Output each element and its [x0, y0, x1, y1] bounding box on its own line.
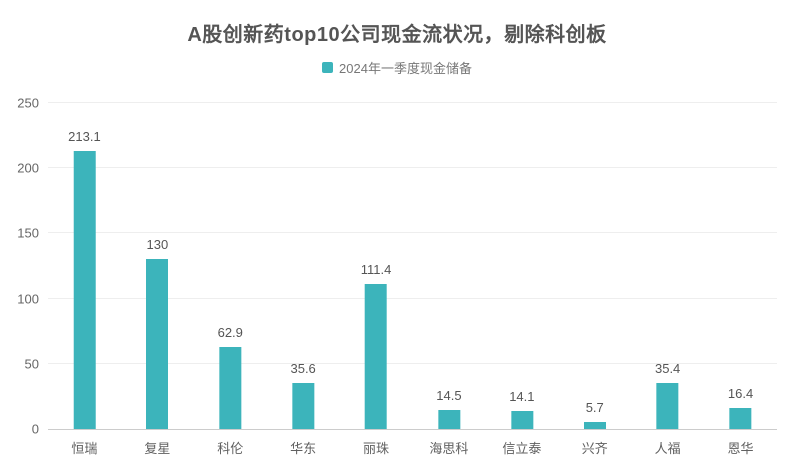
x-axis-category-label: 华东 [290, 441, 317, 456]
legend-item[interactable]: 2024年一季度现金储备 [0, 58, 794, 77]
x-axis-category-label: 信立泰 [502, 441, 542, 456]
bar [510, 410, 533, 429]
gridline [48, 297, 777, 299]
legend-marker-icon [322, 62, 334, 73]
bar-value-label: 130 [146, 237, 169, 253]
bar [292, 382, 315, 429]
bar-column: 35.4 [655, 361, 680, 429]
bar-column: 14.1 [509, 388, 535, 429]
y-axis-tick-label: 250 [17, 95, 39, 111]
bar [729, 407, 752, 429]
x-axis-category-label: 恩华 [727, 441, 754, 456]
bar-column: 130 [146, 237, 169, 429]
bar-column: 111.4 [360, 261, 392, 429]
bar-column: 62.9 [218, 325, 243, 429]
y-axis-tick-label: 100 [17, 291, 39, 307]
chart-title: A股创新药top10公司现金流状况，剔除科创板 [187, 24, 607, 46]
bar [365, 283, 388, 429]
bar-value-label: 14.1 [509, 388, 535, 404]
gridline [48, 102, 777, 103]
x-axis-category-label: 科伦 [217, 441, 244, 456]
bar-value-label: 35.6 [290, 360, 316, 376]
gridline [48, 232, 777, 234]
x-axis-category-label: 恒瑞 [71, 441, 98, 456]
x-axis-category-label: 人福 [654, 441, 681, 456]
bar-value-label: 213.1 [68, 129, 101, 145]
bar-value-label: 5.7 [585, 399, 604, 415]
x-axis-category-label: 复星 [144, 441, 171, 456]
bar-value-label: 62.9 [217, 324, 243, 340]
bar [146, 259, 169, 429]
y-axis-tick-label: 50 [24, 356, 39, 372]
bar-value-label: 35.4 [654, 360, 681, 376]
gridline [48, 167, 777, 169]
bar-value-label: 111.4 [360, 261, 392, 277]
legend-label: 2024年一季度现金储备 [339, 61, 472, 76]
bar [583, 421, 606, 429]
y-axis-tick-label: 200 [17, 160, 39, 176]
bar-column: 16.4 [728, 386, 753, 429]
bar-column: 35.6 [290, 360, 316, 429]
x-axis-category-label: 海思科 [429, 441, 469, 456]
bar-column: 5.7 [583, 399, 606, 429]
y-axis-tick-label: 0 [31, 421, 39, 437]
bar [73, 151, 96, 429]
plot-area: 0 50 100 150 200 250 213.1 恒瑞 130 复星 62.9 科伦 35.6 华东 1… [17, 96, 777, 456]
bar [219, 346, 242, 429]
bar-column: 14.5 [436, 388, 462, 429]
bar-value-label: 16.4 [727, 385, 754, 401]
bar [437, 410, 460, 429]
x-axis-category-label: 兴齐 [581, 441, 608, 456]
gridline [48, 362, 777, 364]
bar [656, 382, 679, 429]
x-axis-category-label: 丽珠 [363, 441, 390, 456]
y-axis-tick-label: 150 [17, 225, 39, 241]
bar-column: 213.1 [68, 129, 101, 429]
bar-value-label: 14.5 [436, 388, 462, 404]
